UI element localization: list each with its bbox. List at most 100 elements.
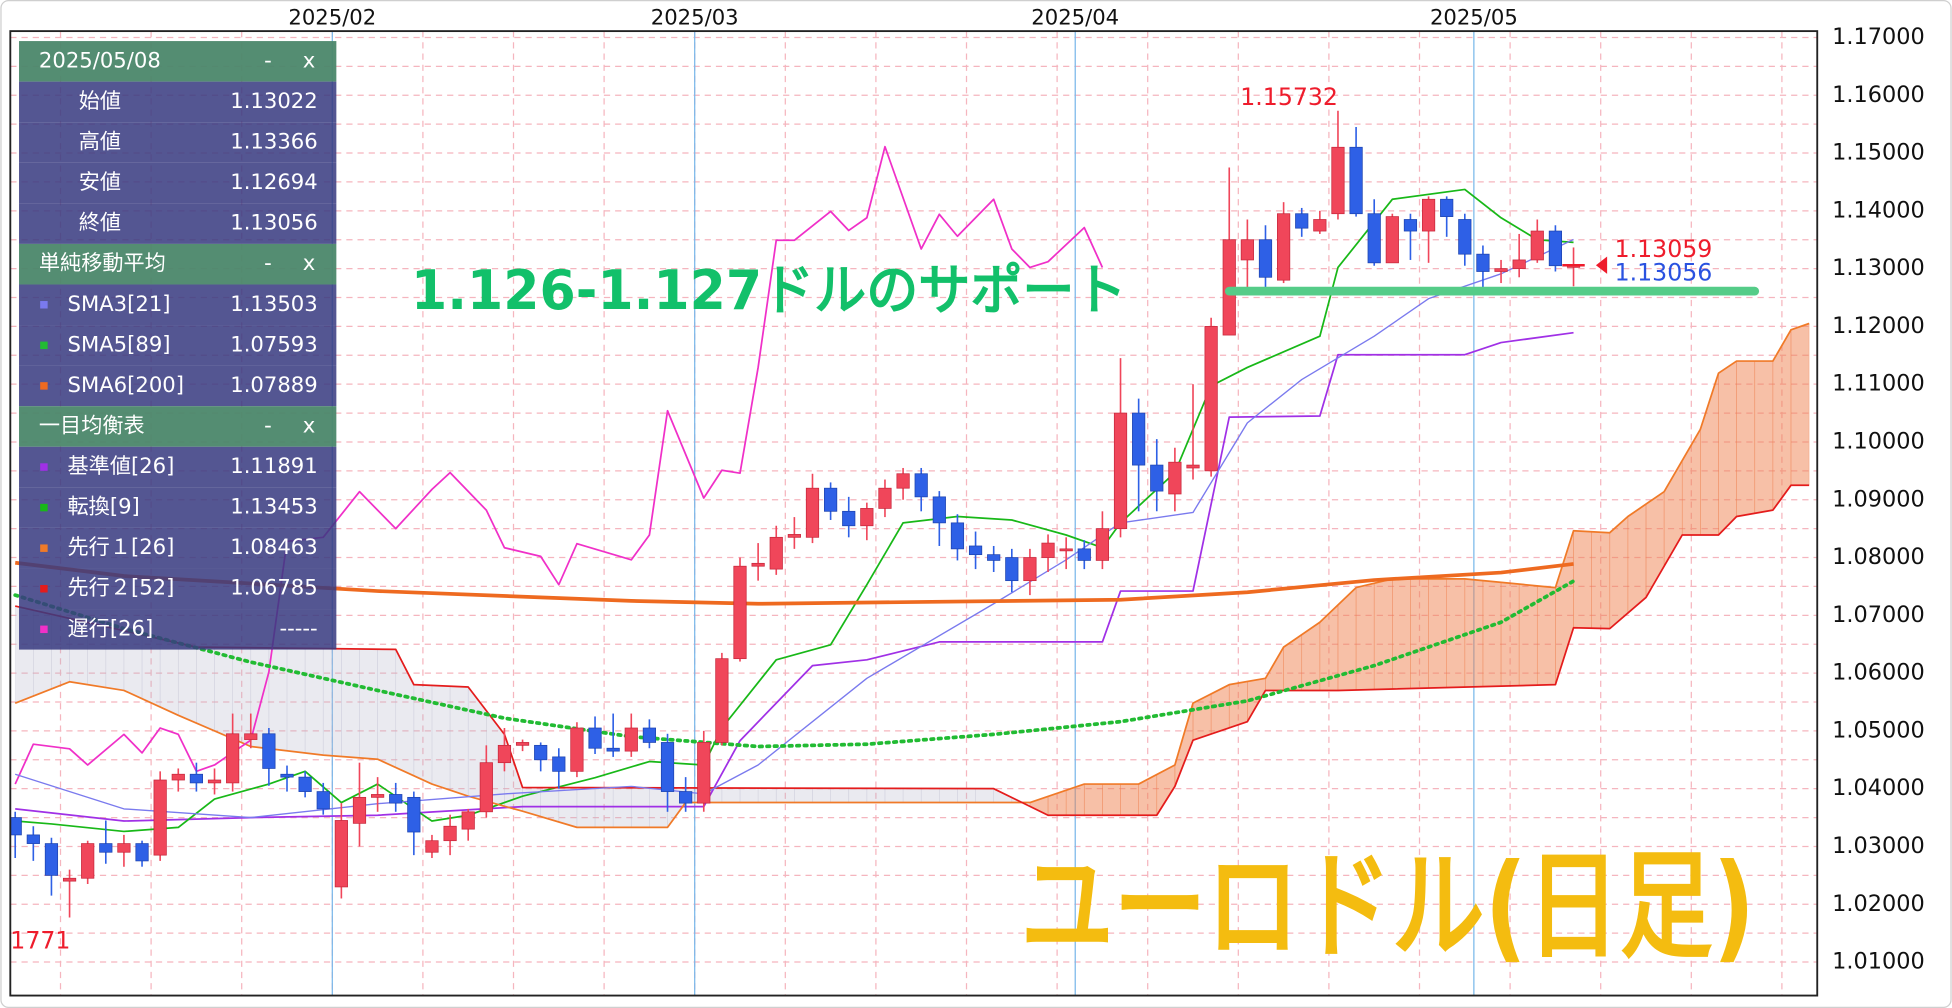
candle-body xyxy=(389,794,403,804)
panel-row xyxy=(19,365,337,407)
cloud-segment xyxy=(1428,578,1448,689)
candle-body xyxy=(1548,230,1563,267)
candle-body xyxy=(1095,528,1110,561)
cloud-segment xyxy=(1518,583,1538,686)
cloud-segment xyxy=(1102,783,1121,816)
candle-body xyxy=(352,796,367,824)
cloud-segment xyxy=(1482,580,1502,687)
candle-body xyxy=(733,565,747,660)
candle-body xyxy=(860,508,874,527)
candle-body xyxy=(570,727,584,772)
panel-row-value: 1.06785 xyxy=(230,575,317,600)
cloud-segment xyxy=(1392,578,1411,690)
candle-body xyxy=(262,733,276,769)
y-tick-label: 1.04000 xyxy=(1832,775,1925,801)
candle-body xyxy=(842,510,856,527)
legend-swatch xyxy=(40,625,48,634)
candle-body xyxy=(1258,239,1273,278)
candle-body xyxy=(1331,146,1345,215)
candle-body xyxy=(1421,198,1436,232)
y-tick-label: 1.08000 xyxy=(1832,544,1925,570)
panel-header xyxy=(19,243,337,285)
candle-body xyxy=(1150,464,1164,492)
candle-body xyxy=(679,791,693,804)
panel-header xyxy=(19,41,337,82)
minimize-button[interactable]: - xyxy=(264,47,272,72)
ask-label: 1.13059 xyxy=(1615,235,1713,263)
candle-body xyxy=(914,473,928,498)
candle-body xyxy=(371,794,385,798)
y-tick-label: 1.01000 xyxy=(1832,949,1925,975)
indicator-lines xyxy=(13,145,1810,833)
legend-panel: 2025/05/08 - x 始値 1.13022 高値 1.13366 安値 1.12694 終… xyxy=(19,41,337,650)
candle-body xyxy=(1367,213,1381,264)
cloud-segment xyxy=(1754,360,1774,514)
candle-body xyxy=(10,817,22,836)
candle-body xyxy=(1186,464,1200,469)
close-button[interactable]: x xyxy=(303,412,316,437)
panel-row-value: 1.13453 xyxy=(230,494,317,519)
candle-body xyxy=(1077,548,1091,561)
candle-body xyxy=(805,487,820,538)
minimize-button[interactable]: - xyxy=(264,250,272,275)
y-tick-label: 1.06000 xyxy=(1832,660,1925,686)
indicator-line xyxy=(14,322,1810,829)
x-tick-label: 2025/02 xyxy=(288,5,376,30)
cloud-segment xyxy=(866,788,886,803)
y-tick-label: 1.03000 xyxy=(1832,833,1925,859)
panel-row xyxy=(19,446,337,488)
panel-header-title: 一目均衡表 xyxy=(39,412,145,437)
cloud-segment xyxy=(159,638,179,716)
cloud-segment xyxy=(196,646,215,732)
candle-body xyxy=(425,840,439,853)
panel-row-label: SMA6[200] xyxy=(68,372,184,397)
bid-label: 1.13056 xyxy=(1615,259,1713,287)
candle-body xyxy=(1440,198,1454,217)
y-tick-label: 1.11000 xyxy=(1832,371,1925,397)
cloud-segment xyxy=(1790,323,1810,486)
candles xyxy=(10,110,1581,918)
y-tick-label: 1.17000 xyxy=(1832,24,1925,50)
ask-marker xyxy=(1595,256,1608,274)
y-tick-label: 1.16000 xyxy=(1832,82,1925,108)
candle-body xyxy=(824,487,838,512)
minimize-button[interactable]: - xyxy=(264,412,272,437)
candle-body xyxy=(769,536,783,570)
y-tick-label: 1.05000 xyxy=(1832,717,1925,743)
candle-body xyxy=(62,877,77,882)
cloud-segment xyxy=(757,787,777,803)
y-tick-label: 1.10000 xyxy=(1832,428,1925,454)
candle-body xyxy=(298,776,312,792)
panel-row-value: 1.13056 xyxy=(230,210,317,235)
cloud-segment xyxy=(558,787,578,828)
candle-body xyxy=(153,779,167,856)
candle-body xyxy=(135,843,149,862)
close-button[interactable]: x xyxy=(303,250,316,275)
cloud-segment xyxy=(884,788,904,803)
cloud-segment xyxy=(594,787,614,828)
candle-body xyxy=(1277,213,1291,281)
close-button[interactable]: x xyxy=(303,47,316,72)
candle-body xyxy=(715,658,729,743)
plot-frame xyxy=(9,30,1819,997)
candle-body xyxy=(950,522,965,550)
candle-body xyxy=(244,733,258,740)
panel-row-label: 安値 xyxy=(79,169,121,194)
panel-row xyxy=(19,122,337,163)
panel-row xyxy=(19,527,337,569)
candle-body xyxy=(1530,230,1544,261)
cloud-segment xyxy=(794,787,813,803)
panel-row-label: SMA3[21] xyxy=(68,291,171,316)
cloud-segment xyxy=(576,787,596,828)
cloud-segment xyxy=(377,648,397,768)
panel-row xyxy=(19,284,337,326)
candle-body xyxy=(226,733,240,784)
candle-body xyxy=(44,843,59,876)
candle-body xyxy=(660,742,675,792)
y-tick-label: 1.07000 xyxy=(1832,602,1925,628)
cloud-segment xyxy=(1609,515,1629,630)
candle-body xyxy=(334,820,348,888)
candle-body xyxy=(1204,326,1218,472)
